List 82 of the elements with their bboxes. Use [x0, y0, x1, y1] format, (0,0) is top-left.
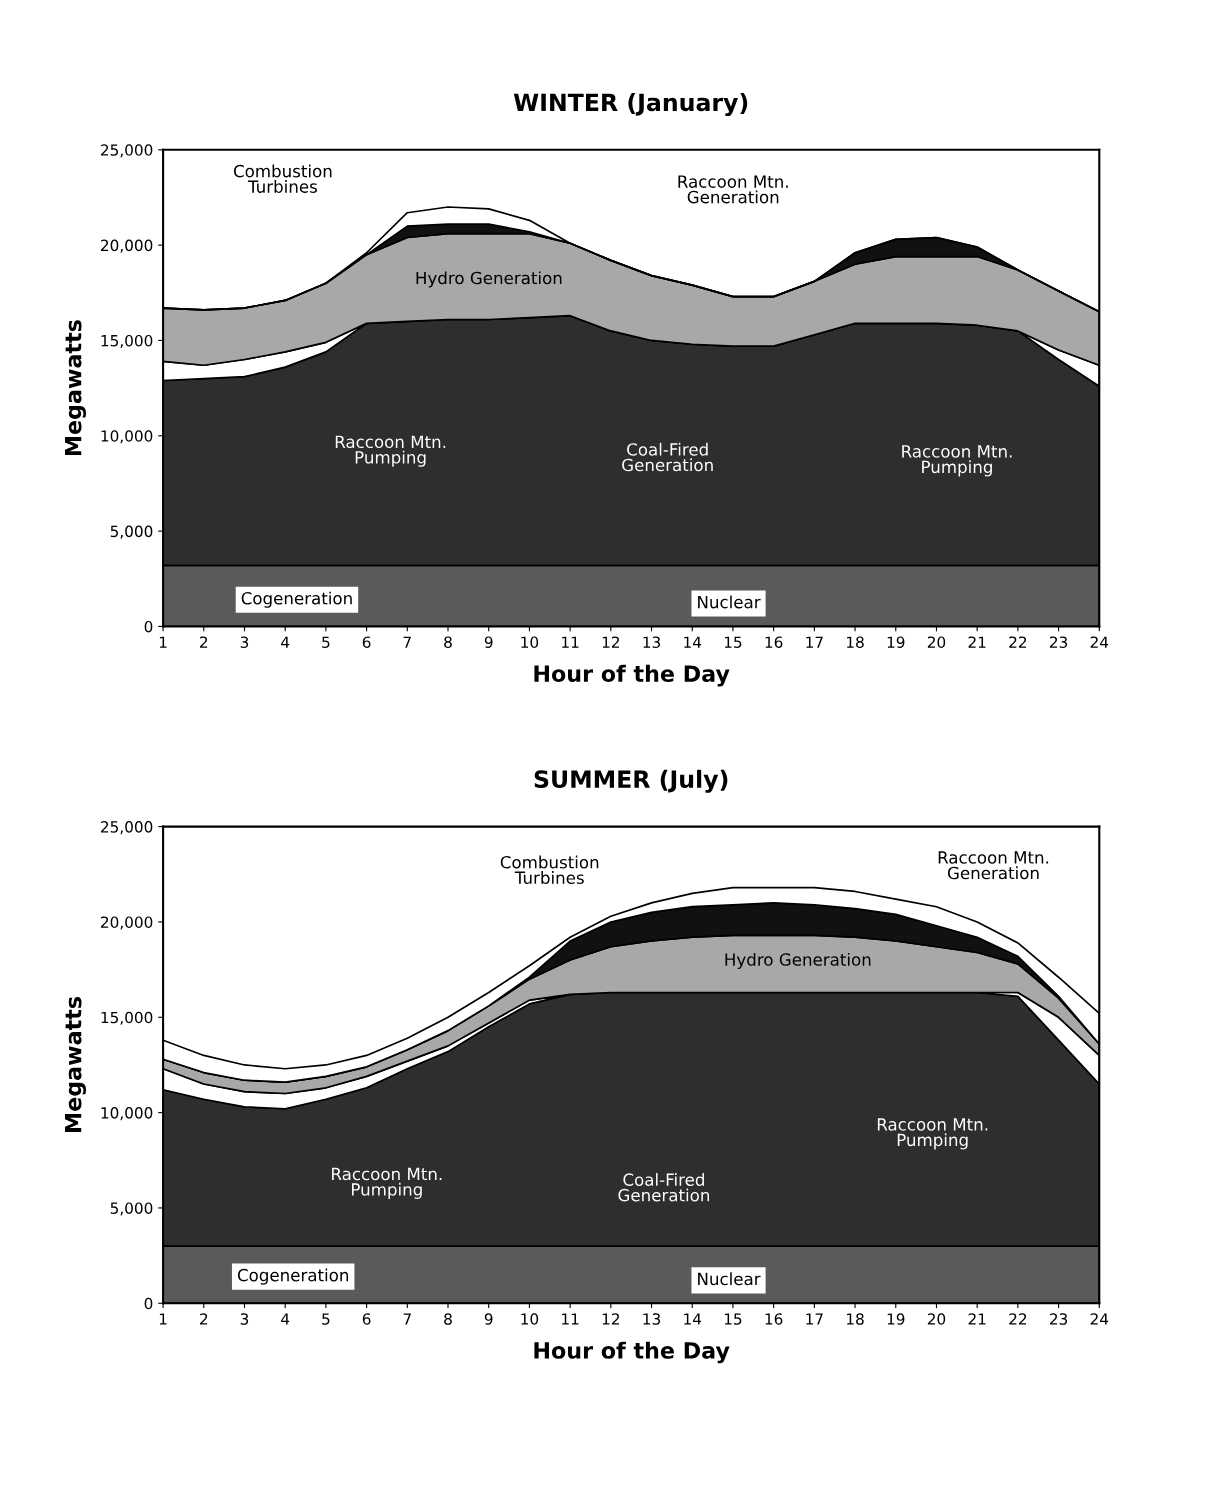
x-tick-label: 5: [322, 1313, 330, 1325]
y-tick-label: 10,000: [101, 1107, 153, 1121]
x-tick-label: 4: [281, 636, 290, 648]
annotation: Nuclear: [698, 595, 761, 609]
x-tick-label: 7: [403, 636, 411, 648]
y-tick-label: 15,000: [101, 334, 153, 349]
x-tick-label: 5: [322, 636, 330, 648]
chart-title: SUMMER (July): [534, 769, 728, 793]
annotation: Hydro Generation: [416, 271, 562, 288]
y-axis-title: Megawatts: [65, 996, 87, 1132]
x-tick-label: 10: [521, 1313, 539, 1325]
x-tick-label: 17: [806, 636, 823, 648]
x-tick-label: 13: [643, 1313, 661, 1325]
annotation: Coal-Fired Generation: [622, 442, 713, 472]
x-tick-label: 24: [1090, 636, 1109, 648]
x-tick-label: 19: [887, 1313, 905, 1325]
annotation: Raccoon Mtn. Pumping: [335, 435, 446, 467]
x-tick-label: 6: [362, 636, 371, 648]
x-tick-label: 19: [887, 636, 905, 648]
x-tick-label: 8: [444, 1313, 452, 1325]
annotation: Cogeneration: [237, 1268, 349, 1285]
x-tick-label: 8: [444, 636, 452, 648]
x-tick-label: 20: [927, 636, 946, 648]
x-tick-label: 10: [521, 636, 539, 648]
y-tick-label: 5,000: [110, 1202, 153, 1216]
x-tick-label: 2: [200, 1313, 208, 1325]
x-tick-label: 16: [765, 636, 783, 648]
x-tick-label: 1: [159, 1313, 167, 1325]
y-tick-label: 20,000: [101, 239, 153, 253]
x-tick-label: 18: [847, 1313, 864, 1325]
x-axis-title: Hour of the Day: [534, 1341, 730, 1364]
x-tick-label: 6: [362, 1313, 371, 1325]
annotation: Hydro Generation: [725, 952, 871, 970]
annotation: Raccoon Mtn. Generation: [678, 175, 788, 204]
x-tick-label: 11: [562, 636, 579, 648]
x-tick-label: 13: [643, 636, 661, 648]
annotation: Raccoon Mtn. Pumping: [332, 1167, 442, 1199]
y-tick-label: 25,000: [101, 821, 153, 835]
annotation: Nuclear: [698, 1272, 761, 1286]
y-tick-label: 5,000: [110, 525, 153, 539]
x-tick-label: 22: [1009, 1313, 1027, 1325]
x-tick-label: 11: [562, 1313, 579, 1325]
annotation: Cogeneration: [241, 591, 352, 608]
y-tick-label: 25,000: [101, 144, 153, 158]
annotation: Raccoon Mtn. Pumping: [877, 1118, 988, 1150]
x-tick-label: 20: [927, 1313, 946, 1325]
x-tick-label: 15: [724, 1313, 742, 1325]
y-tick-label: 20,000: [101, 916, 153, 930]
x-tick-label: 3: [240, 1313, 249, 1325]
x-tick-label: 1: [159, 636, 167, 648]
y-tick-label: 15,000: [101, 1011, 153, 1025]
x-tick-label: 2: [200, 636, 208, 648]
x-tick-label: 17: [806, 1313, 823, 1325]
x-tick-label: 23: [1049, 1313, 1068, 1325]
y-tick-label: 10,000: [101, 430, 153, 444]
x-axis-title: Hour of the Day: [534, 664, 730, 687]
annotation: Coal-Fired Generation: [618, 1173, 710, 1202]
y-tick-label: 0: [144, 620, 153, 633]
annotation: Combustion Turbines: [500, 855, 599, 885]
annotation: Combustion Turbines: [233, 164, 332, 193]
x-tick-label: 18: [847, 636, 864, 648]
annotation: Raccoon Mtn. Pumping: [902, 445, 1012, 477]
x-tick-label: 21: [968, 1313, 986, 1325]
x-tick-label: 14: [684, 1313, 702, 1325]
x-tick-label: 12: [602, 1313, 620, 1325]
x-tick-label: 21: [968, 636, 986, 648]
x-tick-label: 9: [484, 1313, 493, 1325]
x-tick-label: 15: [724, 636, 742, 648]
x-tick-label: 16: [765, 1313, 783, 1325]
x-tick-label: 23: [1049, 636, 1068, 648]
x-tick-label: 9: [484, 636, 493, 648]
x-tick-label: 24: [1090, 1313, 1109, 1325]
x-tick-label: 3: [240, 636, 249, 648]
annotation: Raccoon Mtn. Generation: [938, 851, 1049, 880]
x-tick-label: 14: [684, 636, 702, 648]
x-tick-label: 12: [602, 636, 620, 648]
x-tick-label: 7: [403, 1313, 411, 1325]
x-tick-label: 22: [1009, 636, 1027, 648]
x-tick-label: 4: [281, 1313, 290, 1325]
y-axis-title: Megawatts: [65, 320, 87, 456]
y-tick-label: 0: [144, 1297, 153, 1310]
chart-title: WINTER (January): [513, 93, 748, 117]
